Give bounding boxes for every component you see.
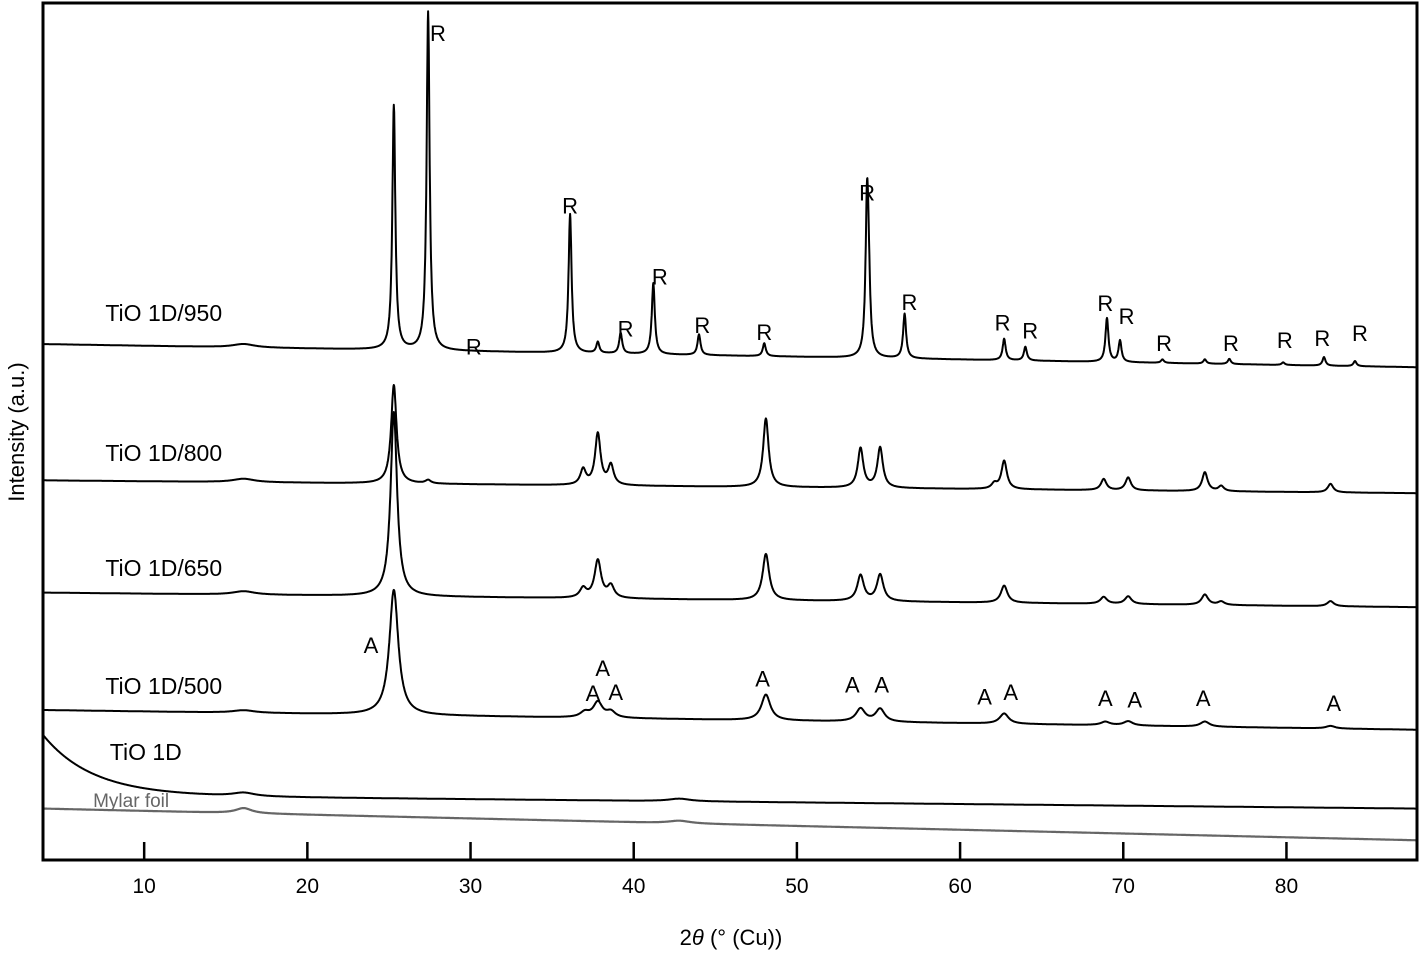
anatase-marker: A <box>1326 691 1341 716</box>
series-tio-1d <box>42 734 1418 810</box>
anatase-marker: A <box>595 656 610 681</box>
sample-label: TiO 1D/950 <box>105 300 222 326</box>
anatase-marker: A <box>1127 688 1142 713</box>
anatase-marker: A <box>755 666 770 691</box>
sample-label: TiO 1D/650 <box>105 555 222 581</box>
rutile-marker: R <box>756 320 772 345</box>
x-axis-ticks: 10 20 30 40 50 60 70 80 <box>132 842 1298 898</box>
x-tick-label: 60 <box>948 875 971 898</box>
x-tick-label: 10 <box>132 875 155 898</box>
anatase-marker: A <box>977 684 992 709</box>
sample-label: TiO 1D/500 <box>105 673 222 699</box>
rutile-marker: R <box>466 335 482 360</box>
rutile-marker: R <box>618 317 634 342</box>
x-tick-label: 80 <box>1275 875 1298 898</box>
rutile-marker: R <box>694 313 710 338</box>
rutile-marker: R <box>1277 328 1293 353</box>
anatase-marker: A <box>1196 686 1211 711</box>
rutile-marker: R <box>1352 321 1368 346</box>
rutile-marker: R <box>1223 331 1239 356</box>
anatase-marker: A <box>364 633 379 658</box>
series-mylar-foil <box>42 807 1418 842</box>
anatase-marker: A <box>845 672 860 697</box>
series-tio-1d-800 <box>42 384 1418 495</box>
rutile-marker: R <box>562 193 578 218</box>
x-tick-label: 40 <box>622 875 645 898</box>
series-tio-1d-950 <box>42 10 1418 369</box>
x-tick-label: 50 <box>785 875 808 898</box>
x-axis-label-theta: θ <box>692 925 704 950</box>
anatase-marker: A <box>874 672 889 697</box>
x-tick-label: 30 <box>459 875 482 898</box>
series-tio-1d-500 <box>42 588 1418 731</box>
anatase-marker: A <box>1098 686 1113 711</box>
rutile-marker: R <box>1314 326 1330 351</box>
x-axis-label-prefix: 2 <box>680 925 692 950</box>
x-axis-label-suffix: (° (Cu)) <box>704 925 782 950</box>
plot-frame <box>41 1 1419 862</box>
sample-labels: TiO 1D/950 TiO 1D/800 TiO 1D/650 TiO 1D/500… <box>93 300 222 812</box>
rutile-marker: R <box>652 264 668 289</box>
y-axis-label: Intensity (a.u.) <box>4 362 29 501</box>
rutile-marker: R <box>1156 331 1172 356</box>
rutile-marker: R <box>430 21 446 46</box>
rutile-marker: R <box>1022 318 1038 343</box>
rutile-marker: R <box>1119 304 1135 329</box>
anatase-marker: A <box>1003 680 1018 705</box>
sample-label: TiO 1D/800 <box>105 440 222 466</box>
rutile-marker: R <box>1097 291 1113 316</box>
x-tick-label: 70 <box>1112 875 1135 898</box>
x-axis-label: 2θ (° (Cu)) <box>680 925 783 950</box>
x-tick-label: 20 <box>296 875 319 898</box>
rutile-marker: R <box>859 180 875 205</box>
anatase-marker: A <box>586 681 601 706</box>
rutile-marker: R <box>995 311 1011 336</box>
rutile-marker: R <box>902 290 918 315</box>
anatase-marker: A <box>608 680 623 705</box>
sample-label: TiO 1D <box>110 739 182 765</box>
series-tio-1d-650 <box>42 411 1418 609</box>
sample-label: Mylar foil <box>93 791 169 812</box>
traces <box>42 10 1418 842</box>
